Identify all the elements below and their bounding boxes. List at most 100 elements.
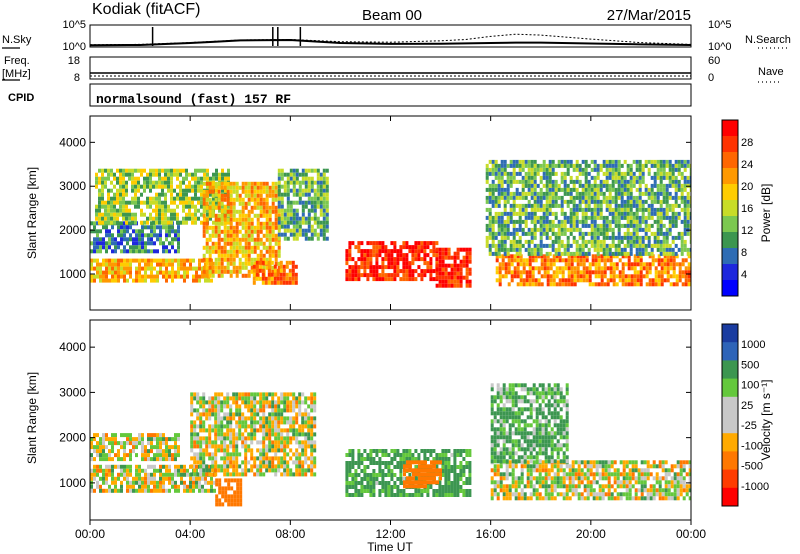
data-cell [289, 232, 293, 237]
data-cell [590, 195, 594, 200]
data-cell [527, 163, 531, 168]
data-cell [217, 201, 221, 206]
data-cell [177, 449, 180, 454]
data-cell [162, 245, 165, 250]
data-cell [238, 432, 242, 437]
data-cell [232, 261, 236, 266]
data-cell [159, 241, 162, 246]
data-cell [503, 211, 507, 216]
data-cell [633, 282, 637, 287]
data-cell [623, 231, 627, 236]
data-cell [584, 191, 588, 196]
data-cell [134, 188, 137, 193]
data-cell [542, 211, 546, 216]
data-cell [539, 239, 543, 244]
data-cell [268, 229, 272, 234]
data-cell [671, 167, 675, 172]
data-cell [381, 241, 385, 246]
data-cell [587, 187, 591, 192]
data-cell [596, 251, 600, 256]
data-cell [653, 211, 657, 216]
data-cell [271, 432, 275, 437]
data-cell [232, 452, 236, 457]
data-cell [656, 211, 660, 216]
data-cell [123, 262, 126, 267]
data-cell [185, 220, 188, 225]
data-cell [153, 225, 156, 230]
data-cell [681, 274, 685, 279]
data-cell [129, 245, 132, 250]
data-cell [546, 282, 550, 287]
data-cell [512, 243, 516, 248]
data-cell [648, 262, 652, 267]
data-cell [271, 460, 275, 465]
data-cell [539, 167, 543, 172]
data-cell [108, 437, 111, 442]
data-cell [683, 199, 687, 204]
data-cell [138, 468, 141, 473]
data-cell [220, 404, 224, 409]
data-cell [378, 277, 382, 282]
data-cell [105, 457, 108, 462]
data-cell [223, 456, 227, 461]
data-cell [363, 477, 367, 481]
data-cell [236, 486, 240, 491]
data-cell [202, 229, 206, 234]
data-cell [533, 171, 537, 176]
velocity-cells [90, 383, 691, 507]
data-cell [647, 167, 651, 172]
data-cell [208, 440, 212, 445]
data-cell [584, 199, 588, 204]
data-cell [680, 247, 684, 252]
data-cell [223, 253, 227, 258]
data-cell [295, 212, 299, 217]
data-cell [198, 488, 201, 493]
data-cell [253, 472, 257, 477]
data-cell [132, 441, 135, 446]
data-cell [539, 247, 543, 252]
data-cell [265, 209, 269, 214]
data-cell [620, 247, 624, 252]
data-cell [357, 493, 361, 497]
data-cell [155, 172, 158, 177]
data-cell [110, 208, 113, 213]
data-cell [518, 203, 522, 208]
data-cell [351, 257, 355, 262]
data-cell [159, 262, 162, 267]
data-cell [313, 432, 317, 437]
data-cell [153, 266, 156, 271]
data-cell [599, 191, 603, 196]
data-cell [171, 484, 174, 489]
data-cell [171, 225, 174, 230]
data-cell [657, 270, 661, 275]
data-cell [241, 420, 245, 425]
data-cell [301, 192, 305, 197]
data-cell [603, 270, 607, 275]
data-cell [636, 254, 640, 259]
data-cell [566, 167, 570, 172]
data-cell [363, 273, 367, 278]
data-cell [107, 220, 110, 225]
data-cell [459, 247, 463, 252]
data-cell [221, 172, 224, 177]
data-cell [325, 180, 329, 185]
data-cell [247, 209, 251, 214]
data-cell [200, 168, 203, 173]
data-cell [357, 245, 361, 250]
data-cell [665, 171, 669, 176]
data-cell [220, 181, 224, 186]
data-cell [114, 453, 117, 458]
data-cell [162, 262, 165, 267]
data-cell [497, 227, 501, 232]
data-cell [180, 258, 183, 263]
data-cell [104, 216, 107, 221]
data-cell [456, 255, 460, 260]
data-cell [128, 200, 131, 205]
data-cell [638, 163, 642, 168]
data-cell [650, 251, 654, 256]
data-cell [393, 265, 397, 270]
data-cell [126, 441, 129, 446]
data-cell [204, 278, 207, 283]
data-cell [654, 282, 658, 287]
